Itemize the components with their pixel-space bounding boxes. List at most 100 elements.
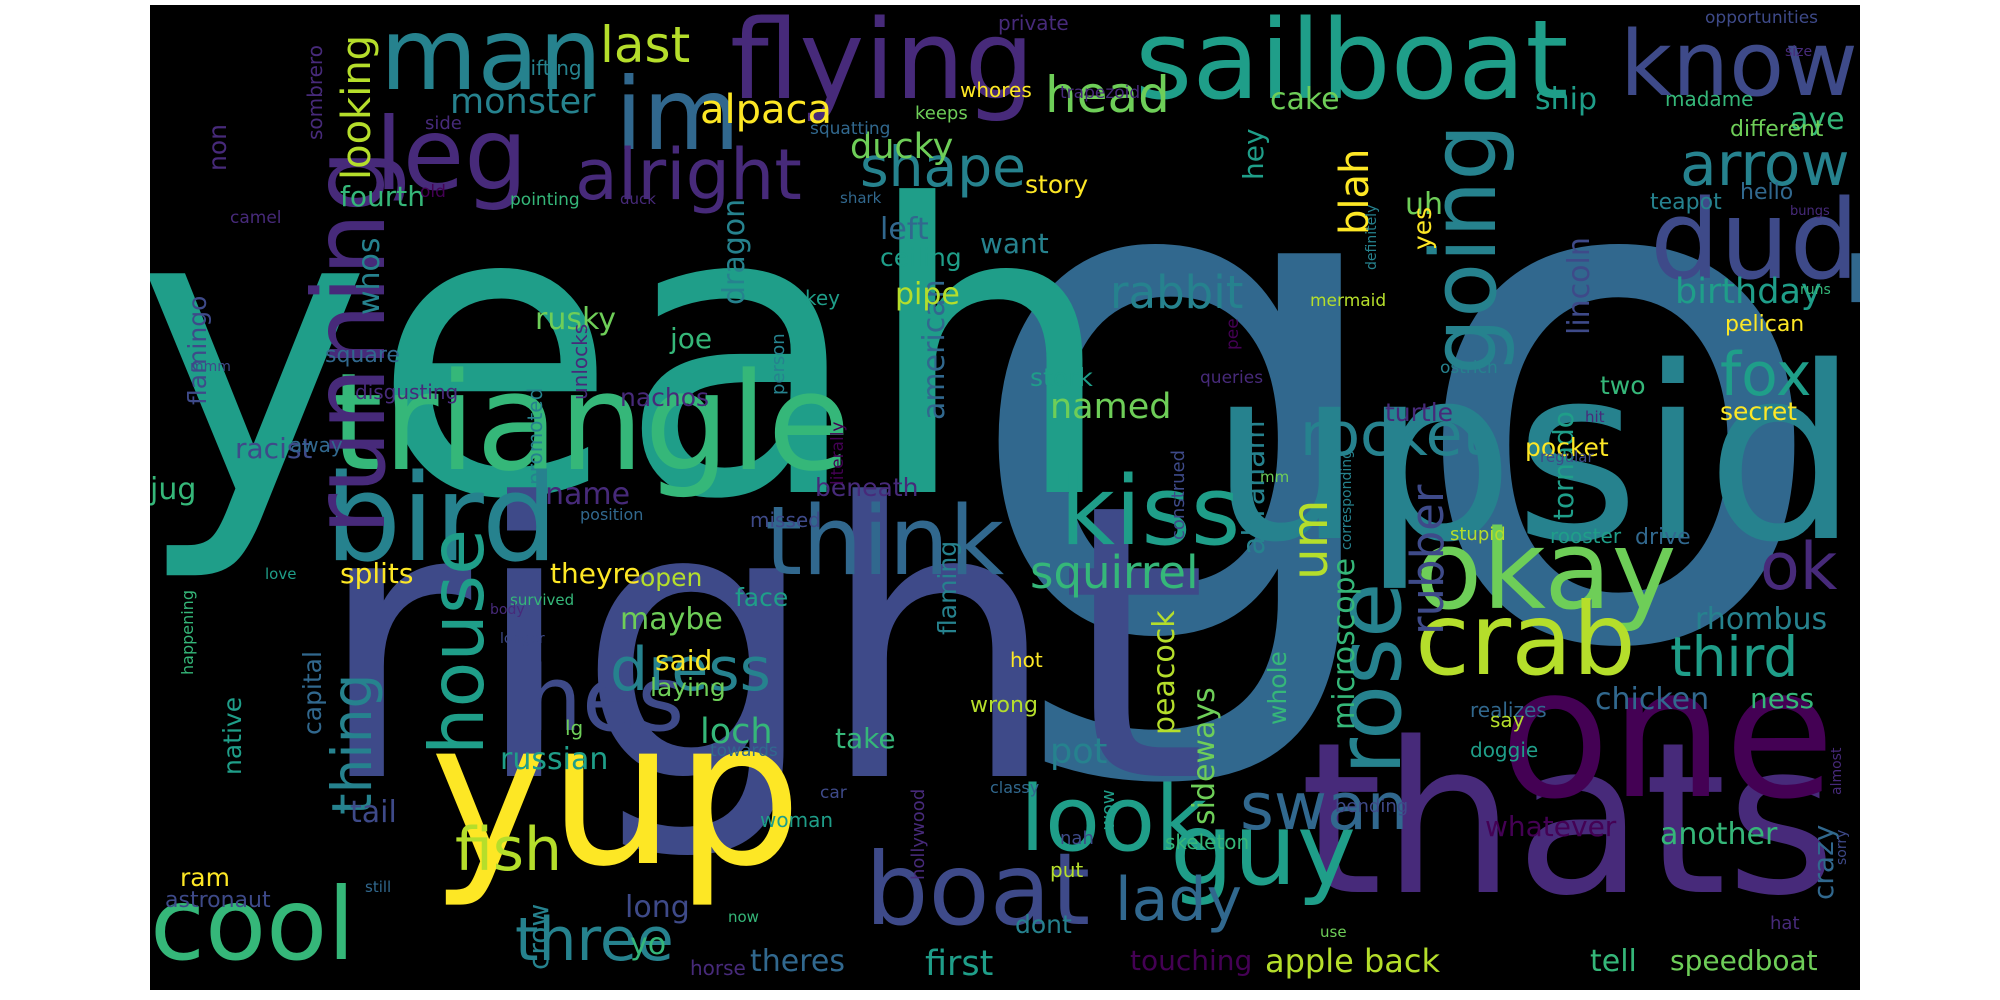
word: whole <box>1263 651 1292 725</box>
word: hat <box>1770 913 1800 934</box>
word: ram <box>180 863 230 892</box>
word: pointing <box>510 190 580 210</box>
word: know <box>1620 12 1858 117</box>
word: two <box>1600 371 1646 400</box>
word: kiss <box>1060 457 1241 567</box>
word: speedboat <box>1670 944 1818 977</box>
word: uh <box>1405 187 1444 222</box>
word: size <box>1785 44 1813 60</box>
word: sideways <box>1187 687 1222 825</box>
word: wow <box>1098 789 1119 830</box>
word: literally <box>828 421 848 485</box>
word: say <box>1490 708 1525 732</box>
word: queries <box>1200 368 1264 388</box>
word: hot <box>1010 648 1043 672</box>
word: secret <box>1720 397 1798 426</box>
word: unlocks <box>568 323 592 400</box>
word: chicken <box>1595 682 1710 717</box>
word: name <box>545 477 631 512</box>
word: rocket <box>1300 400 1487 470</box>
word: rhombus <box>1695 602 1828 637</box>
word: aye <box>1790 102 1845 137</box>
word: doggie <box>1470 738 1539 762</box>
word: okay <box>1415 506 1677 634</box>
word: mm <box>1260 468 1290 486</box>
word: right <box>315 423 1208 866</box>
word: open <box>640 563 703 592</box>
word: dress <box>610 635 771 705</box>
word: ostrich <box>1440 358 1498 378</box>
word: house <box>413 528 501 755</box>
word: ness <box>1750 682 1815 715</box>
word: another <box>1660 817 1778 852</box>
word: looking <box>334 34 380 180</box>
word: horse <box>690 956 746 980</box>
word: capital <box>298 651 327 735</box>
word: hit <box>1585 408 1605 426</box>
word: whatever <box>1485 810 1617 843</box>
word: sorry <box>1834 829 1850 865</box>
word: trapezoid <box>1060 83 1141 103</box>
word: yes <box>1408 206 1437 250</box>
word: body <box>490 602 525 618</box>
word: sailboat <box>1135 5 1569 124</box>
word: first <box>925 944 994 984</box>
word: away <box>290 433 343 457</box>
word: madame <box>1665 87 1754 111</box>
word: fourth <box>340 180 425 213</box>
word: said <box>655 644 713 677</box>
word: love <box>265 565 297 583</box>
word: happening <box>178 590 197 675</box>
word: alpaca <box>700 87 833 133</box>
word: bird <box>325 450 558 589</box>
word: native <box>218 696 247 775</box>
word: side <box>425 113 462 134</box>
word: key <box>805 286 841 310</box>
word: last <box>600 16 691 74</box>
word: ship <box>1535 82 1598 117</box>
word: splits <box>340 557 414 590</box>
word: abraham <box>1237 420 1272 555</box>
word: boat <box>865 831 1091 948</box>
word: triangle <box>330 344 851 501</box>
word: bungs <box>1790 204 1830 219</box>
word: thing <box>320 673 384 815</box>
word: rabbit <box>1110 266 1244 319</box>
word: nah <box>1060 828 1094 849</box>
word: regular <box>1540 448 1594 466</box>
word: got <box>960 5 1860 802</box>
word: arrow <box>1680 130 1850 200</box>
word: mermaid <box>1310 291 1387 311</box>
word: alright <box>575 134 802 216</box>
word: squatting <box>810 119 891 139</box>
word: cool <box>150 866 356 983</box>
word: third <box>1670 625 1799 689</box>
word: named <box>1050 387 1172 427</box>
word: lg <box>565 716 584 740</box>
word: tail <box>350 795 397 830</box>
word: pot <box>1050 732 1108 772</box>
word: shark <box>840 189 882 207</box>
word: person <box>768 333 789 395</box>
word: flying <box>730 5 1035 124</box>
word: laying <box>650 673 726 702</box>
word: whos <box>352 237 387 315</box>
word: skeleton <box>1165 830 1250 854</box>
word: hello <box>1740 180 1794 205</box>
word: dont <box>1015 910 1072 939</box>
word: disgusting <box>355 380 459 404</box>
word: pee <box>1223 318 1243 350</box>
word: mmm <box>190 359 231 375</box>
word: corresponding <box>1339 450 1355 550</box>
word: rubber <box>1401 484 1454 635</box>
word: cake <box>1270 82 1340 117</box>
word: story <box>1025 170 1089 199</box>
word: stupid <box>1450 524 1506 545</box>
word: crow <box>522 903 555 970</box>
word: theyre <box>550 557 641 590</box>
word: realizes <box>1470 698 1547 722</box>
word: yeah <box>150 122 1117 587</box>
word: yo <box>630 927 667 962</box>
word: car <box>820 783 847 803</box>
word: bending <box>1335 796 1409 817</box>
